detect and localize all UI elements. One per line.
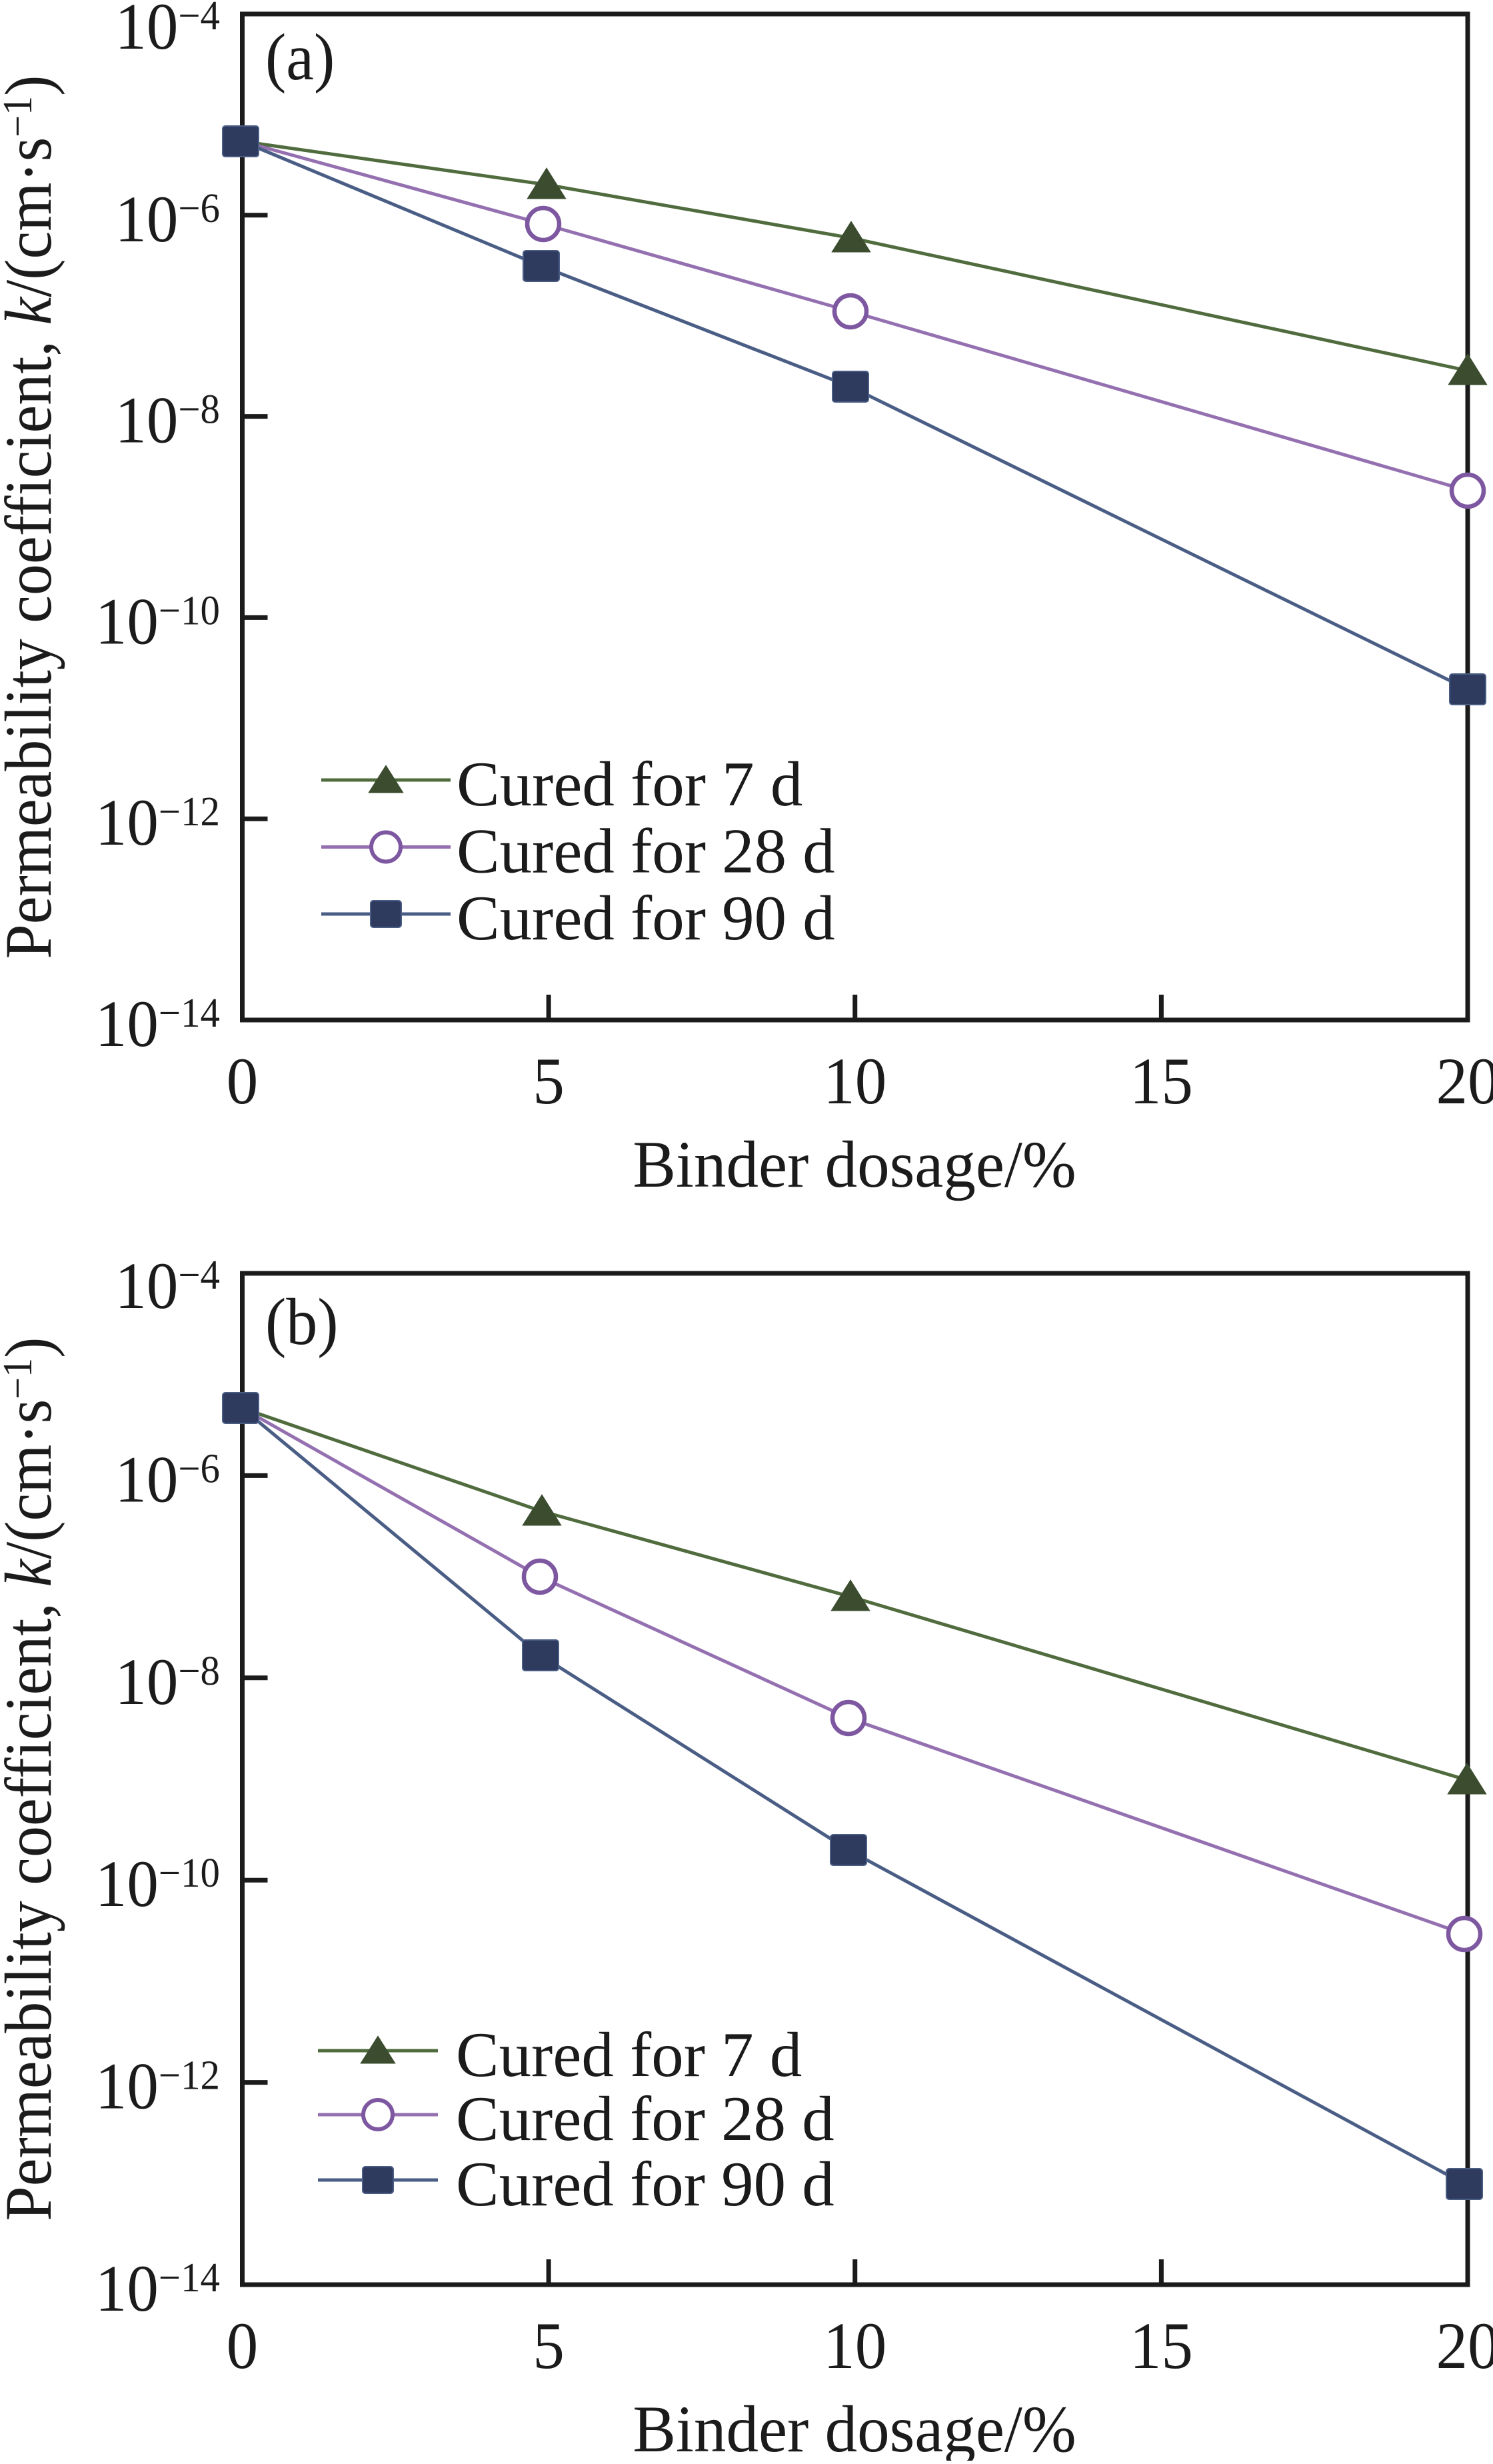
svg-text:10−14: 10−14 xyxy=(95,2252,220,2326)
svg-text:Cured for 7 d: Cured for 7 d xyxy=(457,749,802,819)
svg-text:Cured for 28 d: Cured for 28 d xyxy=(457,815,835,886)
svg-text:0: 0 xyxy=(227,1045,258,1119)
svg-text:Binder dosage/%: Binder dosage/% xyxy=(633,2393,1076,2461)
svg-text:5: 5 xyxy=(533,1045,564,1119)
svg-text:Binder dosage/%: Binder dosage/% xyxy=(633,1128,1076,1202)
svg-text:10: 10 xyxy=(823,1045,886,1119)
svg-text:15: 15 xyxy=(1130,2309,1193,2383)
svg-text:10: 10 xyxy=(823,2309,886,2383)
svg-text:10−4: 10−4 xyxy=(115,1249,220,1323)
svg-text:Permeability coefficient, k/(c: Permeability coefficient, k/(cm·s−1) xyxy=(0,1337,65,2221)
svg-text:15: 15 xyxy=(1130,1045,1193,1119)
svg-text:20: 20 xyxy=(1436,1045,1493,1119)
svg-text:0: 0 xyxy=(227,2309,258,2383)
svg-text:10−6: 10−6 xyxy=(115,1443,220,1517)
svg-text:(b): (b) xyxy=(265,1285,339,1358)
svg-text:5: 5 xyxy=(533,2309,564,2383)
svg-text:10−4: 10−4 xyxy=(115,0,220,64)
svg-text:Permeability coefficient, k/(c: Permeability coefficient, k/(cm·s−1) xyxy=(0,75,65,959)
svg-text:10−14: 10−14 xyxy=(95,987,220,1061)
svg-text:20: 20 xyxy=(1436,2309,1493,2383)
svg-text:Cured for 28 d: Cured for 28 d xyxy=(456,2083,834,2154)
svg-text:(a): (a) xyxy=(265,20,335,93)
svg-text:Cured for 7 d: Cured for 7 d xyxy=(456,2019,802,2090)
svg-text:Cured for 90 d: Cured for 90 d xyxy=(456,2149,834,2219)
svg-text:Cured for 90 d: Cured for 90 d xyxy=(457,883,835,953)
